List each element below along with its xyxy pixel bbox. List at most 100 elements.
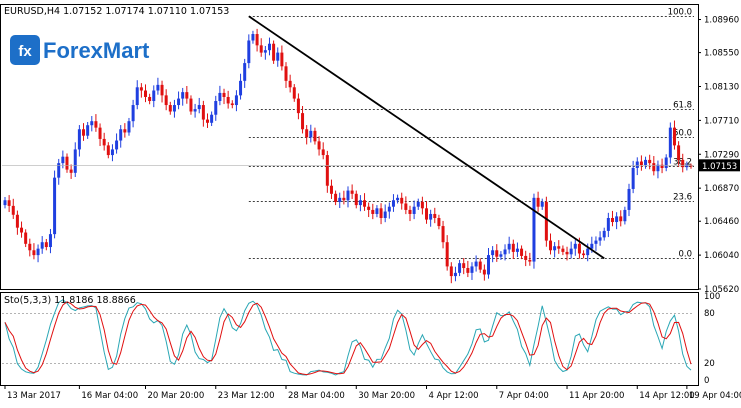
- candle-body: [358, 200, 362, 206]
- stochastic-main-line: [4, 299, 692, 376]
- candle-body: [553, 246, 557, 251]
- stochastic-axis-label: 0: [704, 376, 709, 386]
- candle-body: [276, 52, 280, 61]
- fib-level-label: 23.6: [673, 193, 692, 203]
- candle-body: [425, 208, 429, 220]
- candle-body: [73, 149, 77, 173]
- candle: [553, 242, 557, 258]
- candle: [462, 258, 466, 275]
- candle-body: [499, 254, 503, 257]
- candle: [672, 120, 676, 150]
- candle-body: [681, 159, 685, 168]
- candle: [689, 163, 693, 169]
- candle: [561, 245, 565, 256]
- candle-body: [495, 250, 499, 257]
- time-axis-label: 4 Apr 12:00: [429, 391, 479, 401]
- candle: [106, 142, 110, 159]
- candle: [478, 258, 482, 273]
- time-axis-label: 14 Apr 12:00: [639, 391, 694, 401]
- candle-body: [520, 248, 524, 256]
- candle: [3, 197, 7, 209]
- candle-body: [635, 161, 639, 168]
- candle: [528, 252, 532, 266]
- current-price-tag-text: 1.07153: [702, 162, 737, 172]
- trendline[interactable]: [248, 15, 605, 260]
- candle: [644, 156, 648, 169]
- stochastic-axis-label: 100: [704, 292, 720, 302]
- candle: [606, 212, 610, 238]
- candle: [148, 93, 152, 105]
- candle-body: [172, 105, 176, 112]
- candle-body: [86, 125, 90, 136]
- candle: [255, 28, 259, 52]
- candle-body: [391, 200, 395, 207]
- candle: [379, 203, 383, 225]
- candle-body: [94, 121, 98, 128]
- candle: [569, 241, 573, 259]
- price-axis-label: 1.07710: [704, 116, 739, 126]
- price-axis-label: 1.05620: [704, 285, 739, 295]
- candle-body: [334, 193, 338, 202]
- candle-body: [379, 208, 383, 218]
- candle-body: [350, 190, 354, 194]
- candle-body: [598, 237, 602, 241]
- candle-body: [329, 185, 333, 194]
- candle: [660, 158, 664, 174]
- candle: [354, 190, 358, 209]
- price-axis-label: 1.07290: [704, 150, 739, 160]
- candle-body: [466, 268, 470, 273]
- candle-body: [511, 243, 515, 252]
- trendline-segment[interactable]: [248, 15, 605, 260]
- candle-body: [11, 205, 15, 215]
- candle-body: [292, 87, 296, 99]
- candle-body: [301, 113, 305, 130]
- candle-body: [524, 255, 528, 260]
- candle-body: [569, 248, 573, 255]
- candle-body: [586, 248, 590, 256]
- candle-body: [36, 248, 40, 256]
- candle: [338, 192, 342, 208]
- candle: [544, 196, 548, 247]
- candle-body: [148, 96, 152, 102]
- candle-body: [453, 272, 457, 277]
- candle: [11, 198, 15, 219]
- candle-body: [677, 145, 681, 160]
- candle: [313, 127, 317, 145]
- candle: [160, 80, 164, 103]
- candle-body: [644, 159, 648, 166]
- candle: [243, 58, 247, 88]
- candle: [520, 245, 524, 260]
- candle-body: [210, 114, 214, 123]
- time-axis-label: 23 Mar 12:00: [218, 391, 275, 401]
- candle: [123, 123, 127, 138]
- candle: [131, 99, 135, 128]
- candle: [474, 255, 478, 272]
- candle: [635, 157, 639, 176]
- candle: [437, 214, 441, 230]
- candle: [135, 80, 139, 110]
- candle: [453, 266, 457, 282]
- candle-body: [648, 159, 652, 164]
- candle-body: [321, 149, 325, 156]
- candle: [57, 158, 61, 185]
- candle: [317, 136, 321, 156]
- candle: [222, 88, 226, 105]
- candle: [193, 103, 197, 118]
- candle-body: [57, 163, 61, 178]
- candle: [445, 235, 449, 271]
- candle-body: [197, 105, 201, 110]
- candle-body: [98, 127, 102, 139]
- candle-body: [131, 105, 135, 122]
- candle: [515, 242, 519, 258]
- candle: [259, 38, 263, 57]
- candle-body: [3, 200, 7, 206]
- candle-body: [652, 163, 656, 172]
- fib-level-label: 61.8: [673, 101, 692, 111]
- candle: [358, 195, 362, 212]
- candle-body: [346, 190, 350, 201]
- price-axis-label: 1.06040: [704, 251, 739, 261]
- candle: [598, 231, 602, 246]
- candle: [239, 73, 243, 100]
- candle-body: [115, 140, 119, 150]
